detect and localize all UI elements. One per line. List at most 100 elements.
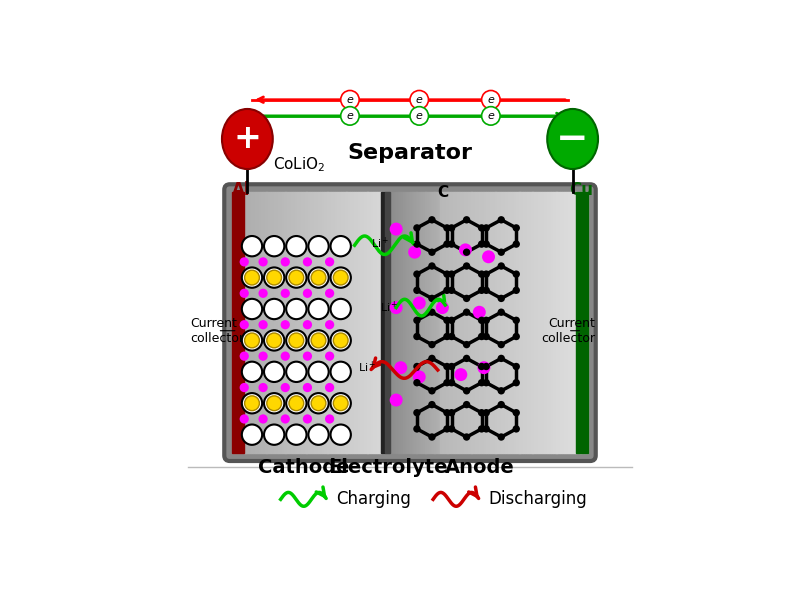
Circle shape (448, 333, 455, 340)
Bar (468, 192, 470, 453)
Circle shape (286, 425, 306, 445)
Bar (362, 192, 364, 453)
Circle shape (498, 341, 505, 349)
Circle shape (289, 333, 304, 348)
Bar (577, 192, 578, 453)
Circle shape (266, 270, 282, 285)
Circle shape (410, 107, 429, 125)
Bar (283, 192, 286, 453)
Bar (471, 192, 474, 453)
Circle shape (394, 361, 407, 374)
Bar (549, 192, 551, 453)
Circle shape (286, 362, 306, 382)
Bar (560, 192, 562, 453)
Bar (302, 192, 305, 453)
Circle shape (513, 409, 520, 416)
Circle shape (311, 396, 326, 410)
Bar (291, 192, 294, 453)
Bar (232, 192, 244, 453)
Ellipse shape (222, 109, 273, 169)
Bar (474, 192, 475, 453)
Circle shape (410, 91, 429, 109)
Bar (255, 192, 257, 453)
Circle shape (286, 299, 306, 319)
Circle shape (414, 363, 421, 370)
Circle shape (330, 268, 351, 288)
Bar (518, 192, 519, 453)
Circle shape (308, 330, 329, 350)
Bar (318, 192, 320, 453)
Bar (301, 192, 302, 453)
Circle shape (454, 368, 467, 381)
Circle shape (264, 393, 284, 413)
Bar (554, 192, 557, 453)
Circle shape (325, 352, 334, 361)
Circle shape (473, 306, 486, 319)
Text: e: e (487, 95, 494, 105)
Circle shape (242, 425, 262, 445)
Bar (482, 192, 485, 453)
Bar (259, 192, 261, 453)
Bar (486, 192, 488, 453)
Bar (370, 192, 371, 453)
Circle shape (513, 241, 520, 248)
Circle shape (240, 289, 249, 298)
Circle shape (478, 287, 486, 294)
Bar (566, 192, 568, 453)
Circle shape (448, 287, 455, 294)
Text: −: − (556, 120, 589, 158)
Circle shape (308, 393, 329, 413)
Bar (530, 192, 533, 453)
Bar (331, 192, 334, 453)
Bar (538, 192, 540, 453)
Circle shape (308, 362, 329, 382)
Text: Charging: Charging (336, 490, 411, 508)
Circle shape (341, 91, 359, 109)
Bar (232, 192, 234, 453)
Bar (543, 192, 546, 453)
Circle shape (266, 333, 282, 348)
Bar (558, 192, 560, 453)
Circle shape (498, 433, 505, 441)
Circle shape (413, 296, 426, 310)
Text: Electrolyte: Electrolyte (328, 458, 447, 477)
Bar (265, 192, 266, 453)
Bar (352, 192, 354, 453)
Circle shape (463, 295, 470, 302)
Circle shape (513, 333, 520, 340)
Bar (458, 192, 461, 453)
Bar (293, 192, 295, 453)
Bar (494, 192, 495, 453)
Circle shape (286, 393, 306, 413)
Bar (247, 192, 250, 453)
Bar (335, 192, 337, 453)
Circle shape (264, 362, 284, 382)
Bar (375, 192, 377, 453)
Circle shape (463, 355, 470, 362)
Bar (553, 192, 554, 453)
Circle shape (390, 301, 402, 314)
Bar (330, 192, 331, 453)
Circle shape (443, 363, 450, 370)
Bar (346, 192, 349, 453)
Bar (358, 192, 360, 453)
Circle shape (443, 425, 450, 433)
Circle shape (513, 317, 520, 324)
Circle shape (289, 396, 304, 410)
Circle shape (311, 270, 326, 285)
Bar (551, 192, 553, 453)
Circle shape (281, 383, 290, 392)
Circle shape (330, 236, 351, 256)
Bar (484, 192, 486, 453)
Bar (571, 192, 573, 453)
Circle shape (264, 268, 284, 288)
Bar (270, 192, 272, 453)
Text: Li$^+$: Li$^+$ (370, 235, 390, 251)
Bar (385, 192, 390, 453)
Text: e: e (346, 111, 354, 121)
Circle shape (478, 363, 486, 370)
Bar (540, 192, 542, 453)
Circle shape (311, 333, 326, 348)
Circle shape (390, 394, 402, 406)
Bar (567, 192, 570, 453)
